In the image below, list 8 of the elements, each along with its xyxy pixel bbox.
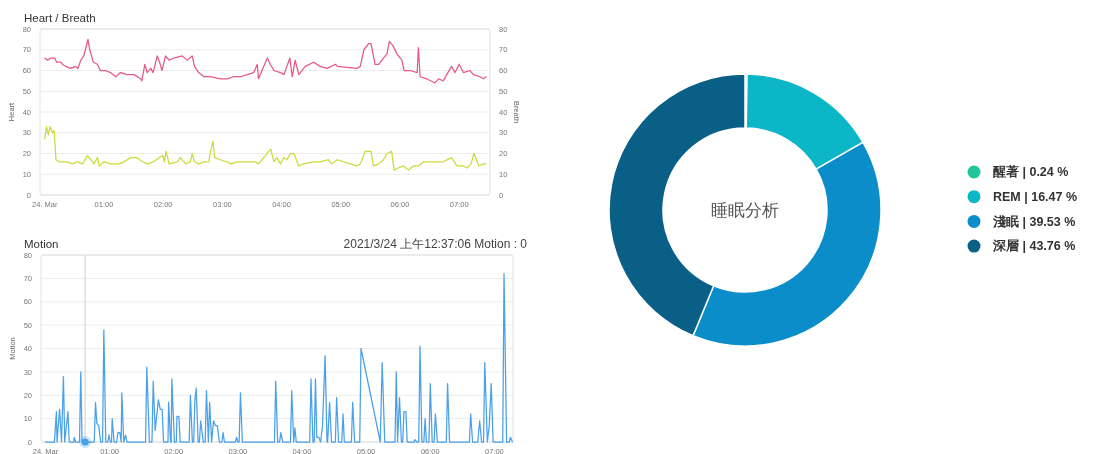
legend-label: 淺眠 | 39.53 % [992, 214, 1076, 229]
text: 2021/3/24 上午12:37:06 Motion : 0 [343, 237, 528, 251]
legend-label: REM | 16.47 % [993, 190, 1078, 205]
chart-title: Heart / Breath [24, 12, 96, 24]
legend-label: 醒著 | 0.24 % [993, 164, 1069, 180]
text: 睡眠分析 [711, 200, 779, 220]
chart-title: Motion [24, 238, 59, 250]
legend-label: 深層 | 43.76 % [992, 239, 1076, 254]
